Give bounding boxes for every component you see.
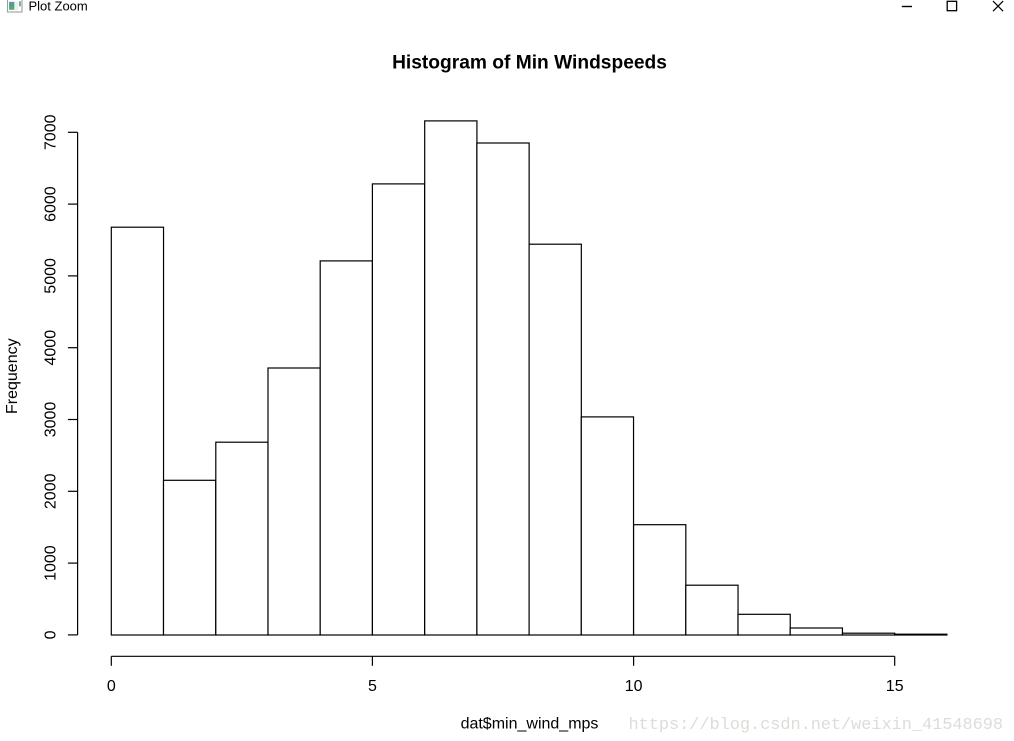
svg-text:0: 0 bbox=[43, 630, 60, 639]
svg-text:1000: 1000 bbox=[43, 545, 60, 581]
svg-text:https://blog.csdn.net/weixin_4: https://blog.csdn.net/weixin_41548698 bbox=[629, 716, 1004, 735]
svg-text:0: 0 bbox=[107, 678, 116, 695]
svg-text:6000: 6000 bbox=[43, 186, 60, 222]
svg-text:5: 5 bbox=[368, 678, 377, 695]
svg-text:7000: 7000 bbox=[43, 114, 60, 150]
svg-text:4000: 4000 bbox=[43, 330, 60, 366]
svg-text:3000: 3000 bbox=[43, 402, 60, 438]
svg-text:2000: 2000 bbox=[43, 473, 60, 509]
svg-text:10: 10 bbox=[625, 678, 643, 695]
svg-text:5000: 5000 bbox=[43, 258, 60, 294]
svg-text:15: 15 bbox=[886, 678, 904, 695]
svg-text:Frequency: Frequency bbox=[4, 338, 21, 414]
svg-text:Plot Zoom: Plot Zoom bbox=[29, 0, 88, 14]
svg-text:Histogram of Min Windspeeds: Histogram of Min Windspeeds bbox=[392, 53, 667, 74]
svg-text:dat$min_wind_mps: dat$min_wind_mps bbox=[461, 716, 599, 733]
